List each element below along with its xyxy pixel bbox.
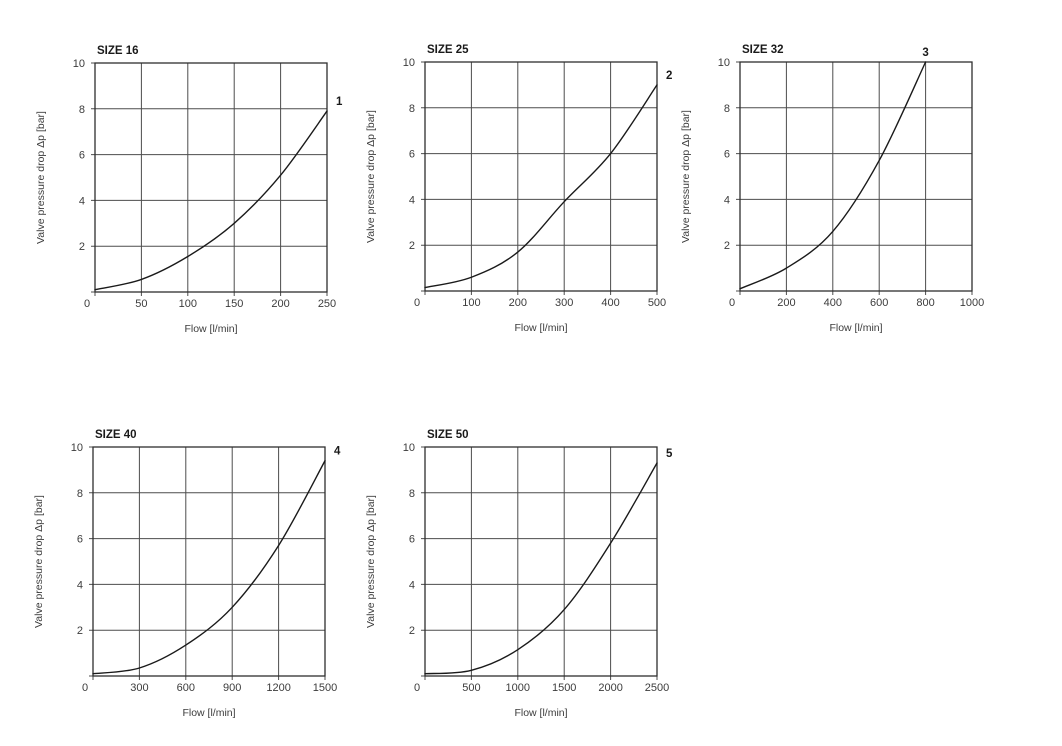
chart-title: SIZE 32: [742, 44, 784, 56]
chart-size-50: SIZE 50 2 4 6 8 10 0 500 1000 1500 2000 2500 Valve p…: [357, 409, 702, 744]
x-tick-label: 1500: [313, 682, 337, 694]
x-tick-label: 1500: [552, 682, 576, 694]
curve-number-label: 3: [922, 47, 928, 59]
chart-size-25: SIZE 25 2 4 6 8 10 0 100 200 300 400 500 Valve press…: [357, 24, 702, 359]
pressure-drop-curve: [424, 84, 658, 289]
chart-canvas-size-32: SIZE 32 2 4 6 8 10 0 200 400 600 800 1000 Valve pres…: [680, 44, 984, 334]
y-tick-label: 8: [409, 488, 415, 500]
chart-title: SIZE 25: [427, 44, 469, 56]
x-tick-label: 300: [130, 682, 148, 694]
y-tick-label: 4: [409, 194, 415, 206]
y-tick-label: 10: [718, 57, 730, 69]
x-axis-label: Flow [l/min]: [829, 322, 882, 334]
y-tick-label: 10: [73, 58, 85, 70]
x-tick-label: 200: [777, 297, 795, 309]
x-axis-label: Flow [l/min]: [184, 323, 237, 335]
x-tick-label: 100: [179, 298, 197, 310]
y-tick-label: 2: [79, 241, 85, 253]
chart-title: SIZE 50: [427, 429, 469, 441]
x-tick-label: 600: [177, 682, 195, 694]
y-axis-label: Valve pressure drop Δp [bar]: [680, 110, 692, 243]
x-tick-label: 250: [318, 298, 336, 310]
x-tick-label: 2000: [598, 682, 622, 694]
y-tick-label: 10: [71, 442, 83, 454]
x-tick-label: 800: [916, 297, 934, 309]
chart-size-40: SIZE 40 2 4 6 8 10 0 300 600 900 1200 1500 Valve pre…: [25, 409, 370, 744]
pressure-drop-curve: [94, 110, 328, 291]
y-axis-label: Valve pressure drop Δp [bar]: [365, 495, 377, 628]
pressure-drop-curve: [739, 61, 927, 290]
y-tick-label: 10: [403, 57, 415, 69]
y-tick-label: 2: [724, 240, 730, 252]
y-tick-label: 6: [77, 534, 83, 546]
x-axis-label: Flow [l/min]: [514, 322, 567, 334]
x-tick-label: 2500: [645, 682, 669, 694]
x-axis-label: Flow [l/min]: [182, 707, 235, 719]
y-tick-label: 4: [77, 579, 83, 591]
y-tick-label: 6: [409, 534, 415, 546]
x-tick-label: 1200: [266, 682, 290, 694]
y-tick-label: 2: [409, 240, 415, 252]
y-tick-label: 8: [79, 104, 85, 116]
plot-border: [92, 446, 326, 677]
chart-title: SIZE 16: [97, 45, 139, 57]
x-tick-label: 500: [648, 297, 666, 309]
chart-canvas-size-50: SIZE 50 2 4 6 8 10 0 500 1000 1500 2000 2500 Valve p…: [365, 429, 673, 719]
x-tick-label: 200: [271, 298, 289, 310]
y-tick-label: 10: [403, 442, 415, 454]
x-axis-label: Flow [l/min]: [514, 707, 567, 719]
x-tick-label: 1000: [960, 297, 984, 309]
x-tick-label: 0: [414, 682, 420, 694]
x-tick-label: 0: [84, 298, 90, 310]
y-axis-label: Valve pressure drop Δp [bar]: [35, 111, 47, 244]
pressure-drop-curve: [92, 460, 326, 675]
curve-number-label: 4: [334, 446, 341, 458]
y-axis-label: Valve pressure drop Δp [bar]: [33, 495, 45, 628]
x-tick-label: 100: [462, 297, 480, 309]
y-tick-label: 4: [724, 194, 730, 206]
plot-border: [94, 62, 328, 293]
x-tick-label: 0: [82, 682, 88, 694]
plot-border: [424, 61, 658, 292]
y-tick-label: 4: [79, 195, 85, 207]
chart-canvas-size-40: SIZE 40 2 4 6 8 10 0 300 600 900 1200 1500 Valve pre…: [33, 429, 341, 719]
x-tick-label: 300: [555, 297, 573, 309]
y-tick-label: 2: [77, 625, 83, 637]
y-tick-label: 6: [724, 149, 730, 161]
x-tick-label: 0: [729, 297, 735, 309]
x-tick-label: 50: [135, 298, 147, 310]
y-tick-label: 6: [79, 150, 85, 162]
x-tick-label: 0: [414, 297, 420, 309]
x-tick-label: 150: [225, 298, 243, 310]
y-axis-label: Valve pressure drop Δp [bar]: [365, 110, 377, 243]
chart-title: SIZE 40: [95, 429, 137, 441]
curve-number-label: 1: [336, 96, 343, 108]
x-tick-label: 200: [509, 297, 527, 309]
y-tick-label: 8: [409, 103, 415, 115]
y-tick-label: 8: [77, 488, 83, 500]
chart-size-32: SIZE 32 2 4 6 8 10 0 200 400 600 800 1000 Valve pres…: [672, 24, 1017, 359]
x-tick-label: 900: [223, 682, 241, 694]
chart-size-16: SIZE 16 2 4 6 8 10 0 50 100 150 200 250 Valve pressu…: [27, 25, 372, 360]
y-tick-label: 2: [409, 625, 415, 637]
x-tick-label: 500: [462, 682, 480, 694]
y-tick-label: 4: [409, 579, 415, 591]
x-tick-label: 1000: [506, 682, 530, 694]
curve-number-label: 2: [666, 70, 672, 82]
y-tick-label: 6: [409, 149, 415, 161]
curve-number-label: 5: [666, 448, 673, 460]
x-tick-label: 600: [870, 297, 888, 309]
pressure-drop-curve: [424, 462, 658, 675]
plot-border: [424, 446, 658, 677]
y-tick-label: 8: [724, 103, 730, 115]
x-tick-label: 400: [824, 297, 842, 309]
x-tick-label: 400: [601, 297, 619, 309]
plot-border: [739, 61, 973, 292]
